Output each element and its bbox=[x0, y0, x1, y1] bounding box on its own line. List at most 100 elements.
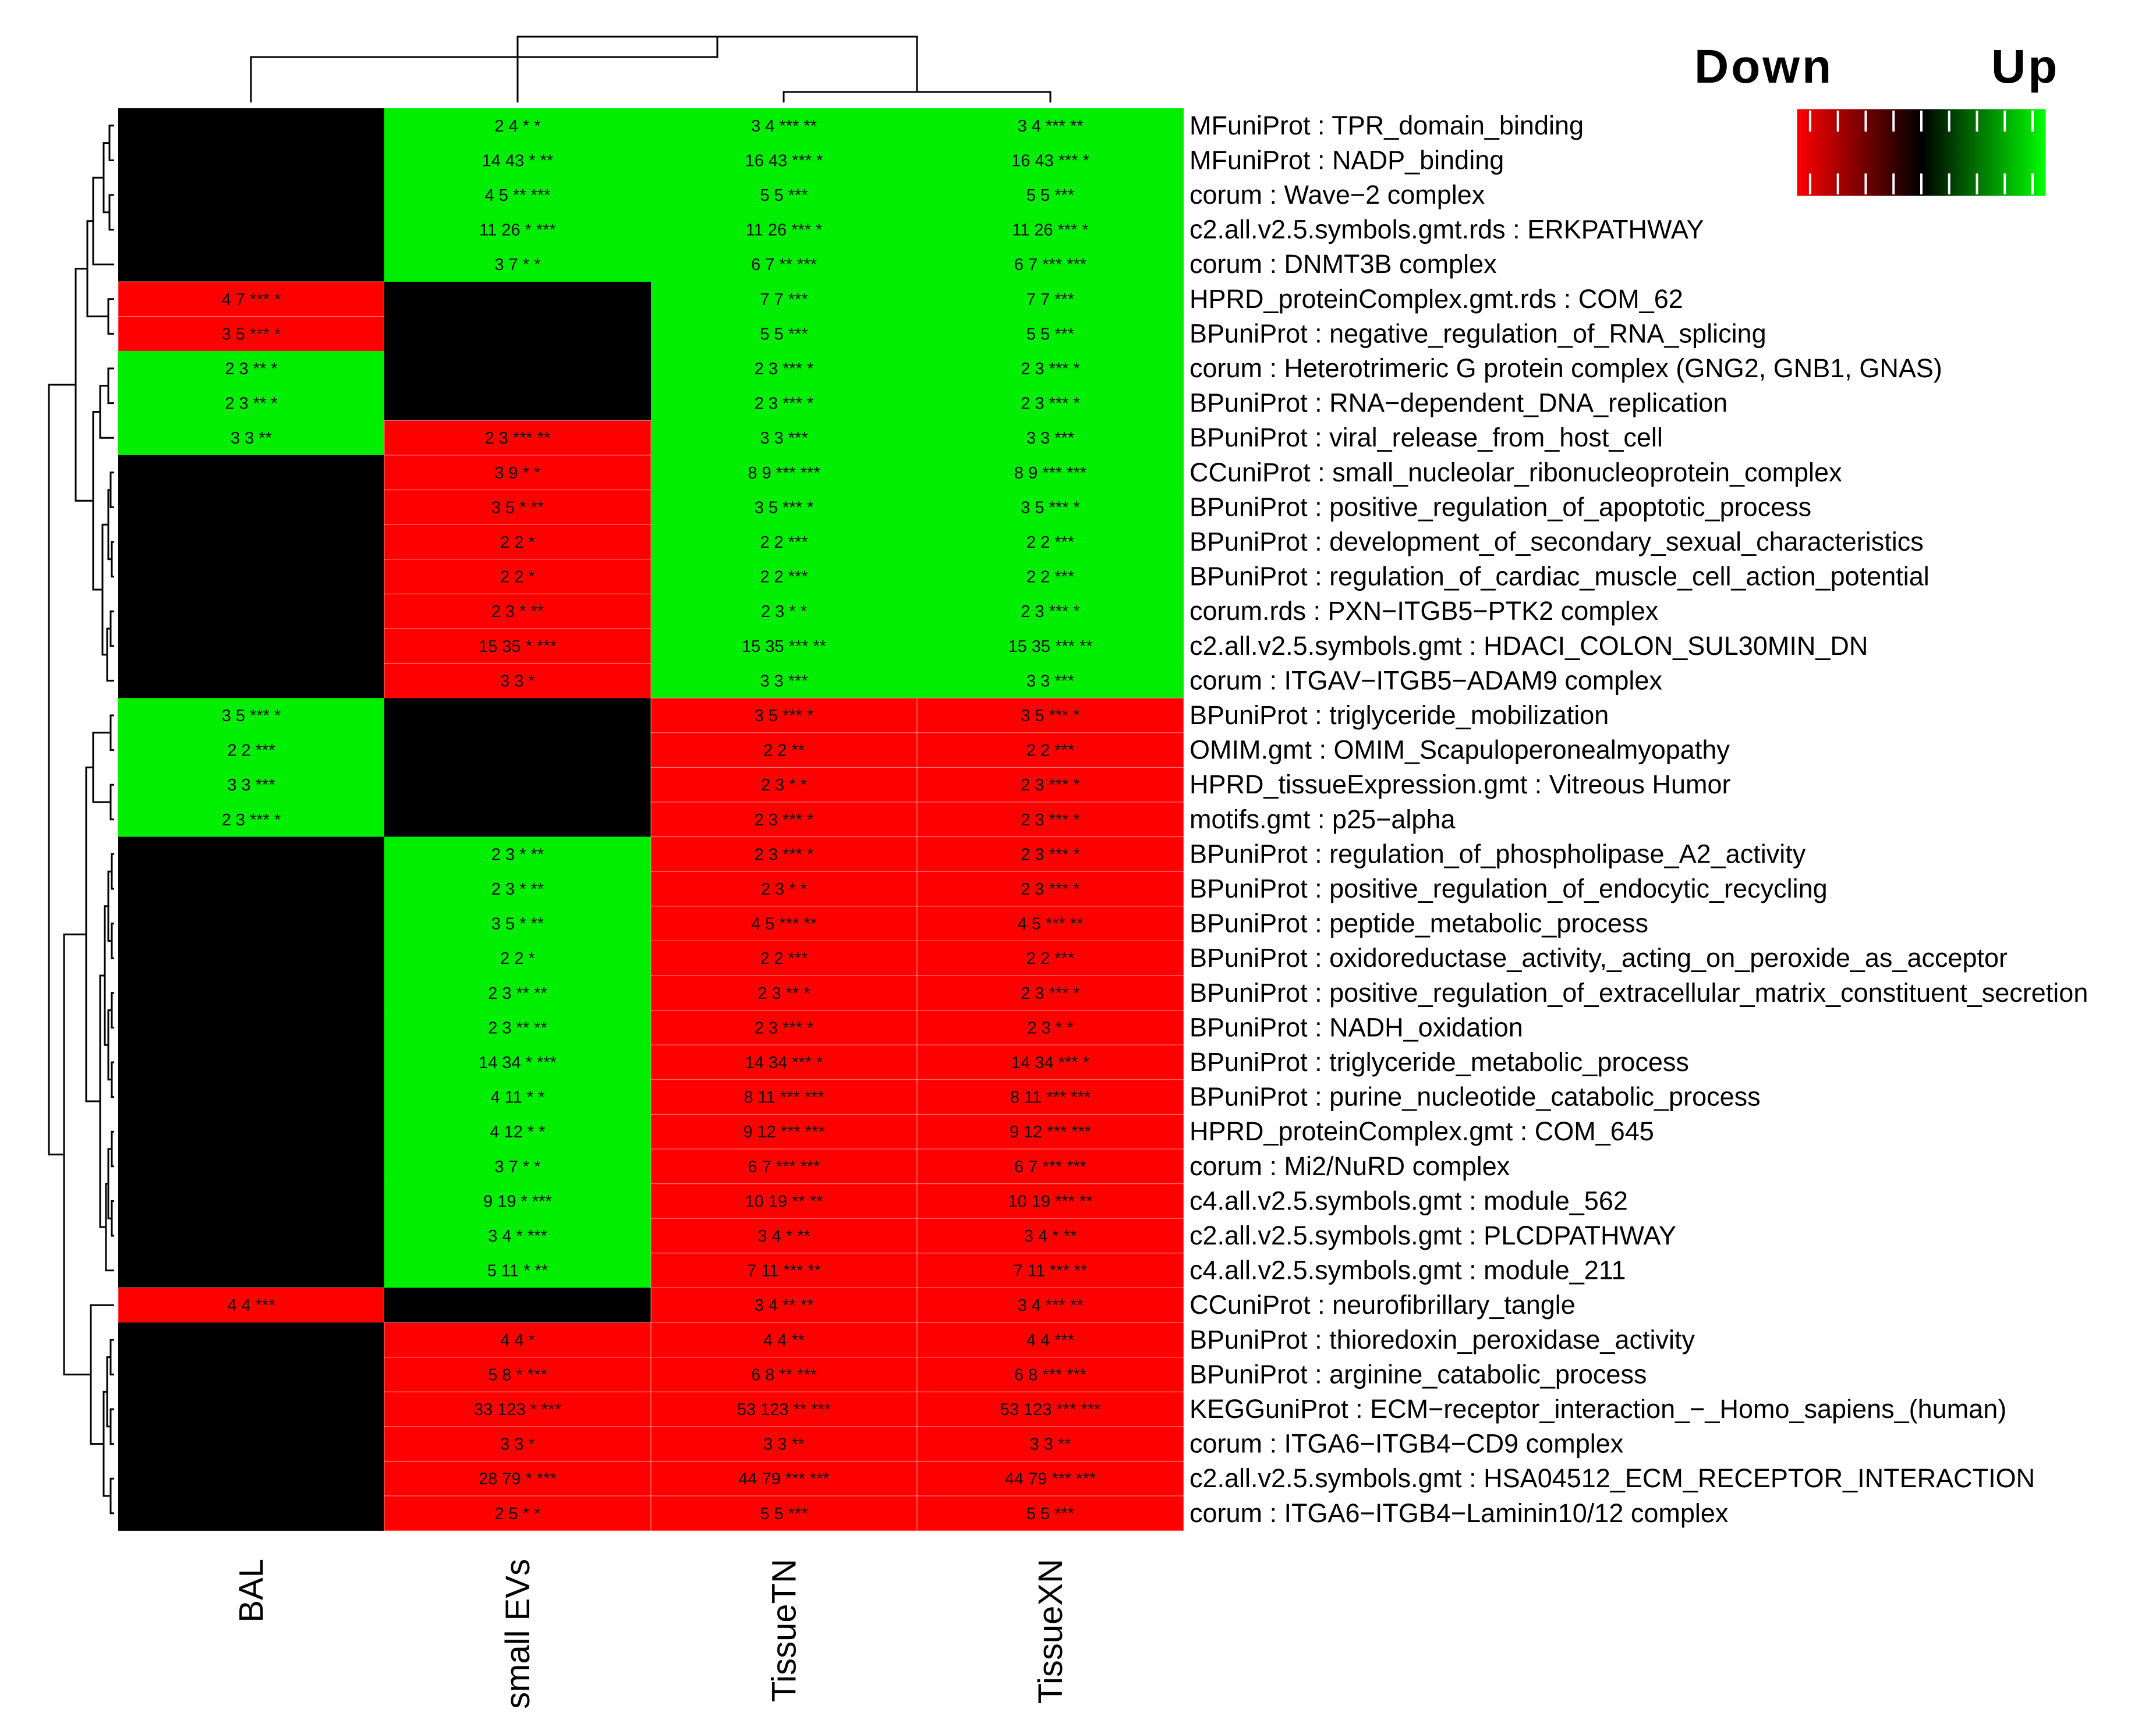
dendrogram-branch bbox=[250, 37, 718, 102]
cell-label: 4 5 *** ** bbox=[1018, 915, 1084, 934]
heatmap-cell bbox=[118, 941, 384, 976]
heatmap-cell bbox=[651, 351, 917, 386]
heatmap-cell bbox=[916, 1460, 1184, 1497]
cell-label: 3 5 *** * bbox=[755, 707, 814, 725]
heatmap-cell bbox=[650, 1009, 918, 1046]
heatmap-cell bbox=[384, 178, 651, 213]
heatmap-cell bbox=[651, 559, 917, 594]
cell-label: 3 4 *** ** bbox=[751, 117, 817, 136]
heatmap-cell bbox=[118, 385, 384, 421]
cell-label: 2 2 *** bbox=[1026, 568, 1074, 587]
cell-label: 3 3 * bbox=[500, 1435, 535, 1454]
cell-label: 33 123 * *** bbox=[474, 1400, 561, 1419]
heatmap-cell bbox=[384, 593, 652, 629]
row-label: HPRD_proteinComplex.gmt : COM_645 bbox=[1189, 1116, 1654, 1146]
heatmap-cell bbox=[384, 1010, 651, 1045]
cell-label: 10 19 *** ** bbox=[1008, 1192, 1092, 1211]
heatmap-cell bbox=[651, 212, 917, 247]
cell-label: 53 123 ** *** bbox=[737, 1400, 831, 1419]
heatmap-cell bbox=[384, 1045, 651, 1080]
cell-label: 2 2 * bbox=[500, 533, 535, 552]
heatmap-cell bbox=[118, 663, 384, 698]
dendrogram-branch bbox=[111, 1061, 114, 1098]
row-label: corum : Wave−2 complex bbox=[1189, 180, 1485, 210]
cell-label: 6 7 *** *** bbox=[748, 1158, 820, 1176]
heatmap-cell bbox=[118, 1218, 384, 1254]
heatmap-cell bbox=[118, 1357, 384, 1392]
heatmap-cell bbox=[384, 1288, 651, 1323]
row-label: BPuniProt : viral_release_from_host_cell bbox=[1189, 423, 1663, 452]
row-label: corum : ITGAV−ITGB5−ADAM9 complex bbox=[1189, 665, 1662, 695]
heatmap-cell bbox=[118, 1045, 384, 1080]
cell-label: 2 3 *** * bbox=[1021, 845, 1080, 864]
cell-label: 3 5 *** * bbox=[1021, 498, 1080, 517]
heatmap-cell bbox=[916, 1009, 1184, 1046]
cell-label: 2 2 *** bbox=[1026, 949, 1074, 968]
row-label: BPuniProt : positive_regulation_of_apopt… bbox=[1189, 492, 1811, 522]
cell-label: 3 7 * * bbox=[495, 256, 541, 274]
dendrogram-branch bbox=[48, 384, 76, 1155]
heatmap-cell bbox=[384, 1322, 652, 1358]
cell-label: 3 5 *** * bbox=[222, 707, 281, 725]
heatmap-cell bbox=[917, 247, 1184, 282]
dendrogram-branch bbox=[109, 471, 114, 508]
row-label: corum : Heterotrimeric G protein complex… bbox=[1189, 353, 1942, 383]
dendrogram-branch bbox=[109, 783, 114, 821]
row-label: HPRD_proteinComplex.gmt.rds : COM_62 bbox=[1189, 284, 1683, 314]
heatmap-cell bbox=[917, 559, 1184, 594]
row-label: corum : ITGA6−ITGB4−CD9 complex bbox=[1189, 1429, 1624, 1459]
heatmap-cell bbox=[916, 1044, 1184, 1080]
heatmap-cell bbox=[916, 1079, 1184, 1115]
heatmap-cell bbox=[118, 281, 385, 317]
heatmap-cell bbox=[118, 1496, 384, 1531]
heatmap-cell bbox=[118, 351, 384, 386]
heatmap-cell bbox=[118, 1114, 384, 1150]
cell-label: 3 5 *** * bbox=[222, 325, 281, 343]
heatmap-cell bbox=[916, 1253, 1184, 1289]
cell-label: 3 5 * ** bbox=[491, 915, 544, 934]
heatmap-cell bbox=[384, 1183, 651, 1219]
cell-label: 2 2 ** bbox=[763, 742, 805, 760]
row-label: c2.all.v2.5.symbols.gmt.rds : ERKPATHWAY bbox=[1189, 215, 1704, 244]
cell-label: 2 3 *** * bbox=[1021, 880, 1080, 899]
cell-label: 2 3 ** * bbox=[757, 984, 810, 1003]
cell-label: 2 2 * bbox=[500, 949, 535, 968]
heatmap-cell bbox=[384, 524, 652, 560]
heatmap-cell bbox=[118, 698, 384, 733]
heatmap-cell bbox=[916, 1357, 1184, 1393]
cell-label: 7 7 *** bbox=[760, 290, 808, 309]
cell-label: 5 5 *** bbox=[1026, 325, 1074, 343]
row-label: c4.all.v2.5.symbols.gmt : module_562 bbox=[1189, 1186, 1628, 1215]
heatmap-cell bbox=[917, 351, 1184, 386]
heatmap-cell bbox=[917, 629, 1184, 664]
row-label: BPuniProt : triglyceride_mobilization bbox=[1189, 700, 1609, 730]
row-label: HPRD_tissueExpression.gmt : Vitreous Hum… bbox=[1189, 770, 1731, 799]
heatmap-cell bbox=[118, 455, 384, 490]
dendrogram-branch bbox=[109, 1339, 114, 1375]
heatmap-cell bbox=[384, 941, 651, 976]
cell-label: 2 3 *** * bbox=[1021, 395, 1080, 413]
cell-label: 2 3 ** * bbox=[225, 360, 277, 378]
cell-label: 2 5 * * bbox=[495, 1505, 541, 1523]
row-label: corum : Mi2/NuRD complex bbox=[1189, 1151, 1510, 1181]
cell-label: 14 34 * *** bbox=[479, 1054, 557, 1072]
row-label: BPuniProt : RNA−dependent_DNA_replicatio… bbox=[1189, 388, 1727, 418]
cell-label: 3 4 ** ** bbox=[755, 1296, 814, 1315]
cell-label: 6 8 ** *** bbox=[751, 1366, 817, 1384]
cell-label: 44 79 *** *** bbox=[1005, 1470, 1096, 1488]
cell-label: 8 9 *** *** bbox=[1014, 464, 1086, 483]
heatmap-cell bbox=[118, 871, 384, 907]
row-label: corum : DNMT3B complex bbox=[1189, 249, 1497, 279]
dendrogram-branch bbox=[107, 298, 114, 335]
cell-label: 3 4 * *** bbox=[488, 1227, 547, 1246]
row-label: BPuniProt : peptide_metabolic_process bbox=[1189, 909, 1648, 938]
cell-label: 3 3 ** bbox=[1030, 1435, 1071, 1454]
dendrogram-branch bbox=[85, 766, 100, 1102]
heatmap-cell bbox=[650, 1253, 918, 1289]
heatmap-cell bbox=[651, 282, 917, 317]
row-label: c4.all.v2.5.symbols.gmt : module_211 bbox=[1189, 1256, 1626, 1285]
heatmap-cell bbox=[916, 1287, 1184, 1323]
row-label: BPuniProt : development_of_secondary_sex… bbox=[1189, 527, 1924, 556]
heatmap-cell bbox=[650, 1148, 918, 1185]
cell-label: 3 3 *** bbox=[1026, 672, 1074, 690]
